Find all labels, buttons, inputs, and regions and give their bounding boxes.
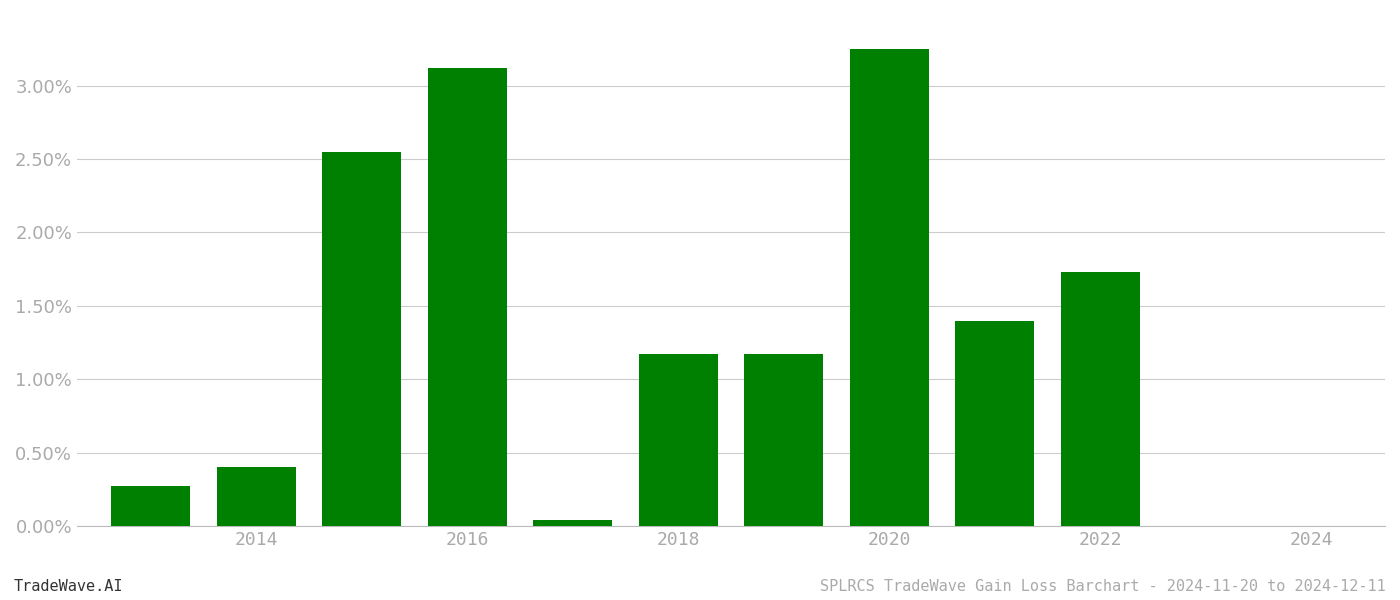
Bar (533, 520, 612, 526)
Bar (217, 467, 295, 526)
Text: TradeWave.AI: TradeWave.AI (14, 579, 123, 594)
Bar (638, 354, 718, 526)
Bar (1061, 272, 1140, 526)
Bar (745, 354, 823, 526)
Bar (955, 320, 1035, 526)
Bar (322, 152, 402, 526)
Bar (850, 49, 928, 526)
Bar (428, 68, 507, 526)
Text: SPLRCS TradeWave Gain Loss Barchart - 2024-11-20 to 2024-12-11: SPLRCS TradeWave Gain Loss Barchart - 20… (820, 579, 1386, 594)
Bar (111, 487, 190, 526)
